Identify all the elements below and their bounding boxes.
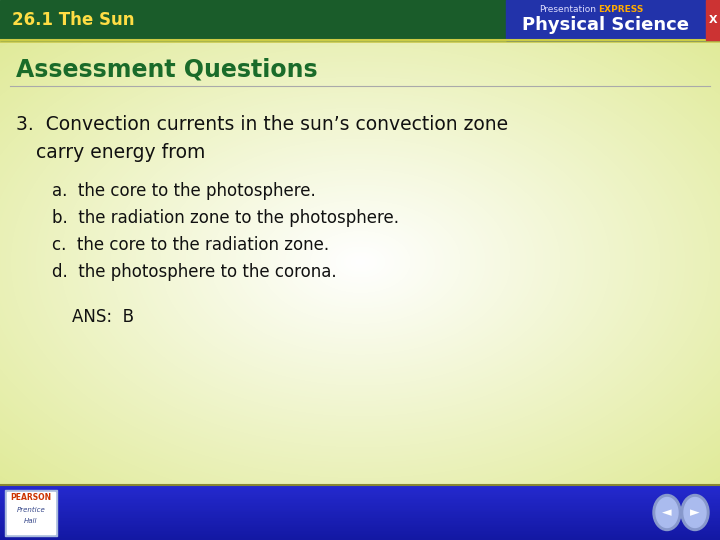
Bar [0,0,720,40]
Ellipse shape [656,497,678,528]
Bar [0,506,720,507]
Text: Hall: Hall [24,518,37,524]
Bar [0,507,720,508]
Bar [0,502,720,503]
Bar [0,521,720,522]
Text: Assessment Questions: Assessment Questions [16,58,318,82]
Text: Prentice: Prentice [17,507,45,513]
Bar [0,528,720,529]
Bar [0,516,720,517]
Bar [0,523,720,524]
Bar [0,487,720,488]
Bar [0,492,720,493]
Bar [0,486,720,487]
Bar [0,520,720,521]
Bar [0,530,720,531]
Bar [0,490,720,491]
Bar [0,509,720,510]
Text: X: X [708,15,717,25]
Bar [0,515,720,516]
Text: c.  the core to the radiation zone.: c. the core to the radiation zone. [52,236,329,254]
Bar [0,511,720,512]
Bar [0,485,720,540]
Bar [0,532,720,533]
Bar [0,491,720,492]
Bar [0,514,720,515]
Bar [0,503,720,504]
Bar [0,535,720,536]
Bar [0,525,720,526]
Bar [0,536,720,537]
Bar [0,498,720,499]
Ellipse shape [681,495,709,530]
Bar [0,539,720,540]
Bar [0,488,720,489]
Text: 26.1 The Sun: 26.1 The Sun [12,11,135,29]
Bar [706,0,720,40]
Bar [0,497,720,498]
Bar [5,490,57,536]
Bar [0,501,720,502]
Text: ►: ► [690,506,700,519]
Text: d.  the photosphere to the corona.: d. the photosphere to the corona. [52,263,337,281]
Bar [0,526,720,527]
Bar [0,499,720,500]
Text: Presentation: Presentation [539,4,596,14]
Bar [0,496,720,497]
Text: EXPRESS: EXPRESS [598,4,644,14]
Bar [0,510,720,511]
Text: Physical Science: Physical Science [523,16,690,34]
Bar [0,504,720,505]
Bar [0,517,720,518]
Bar [0,531,720,532]
Bar [0,527,720,528]
Bar [0,519,720,520]
Bar [0,505,720,506]
Ellipse shape [684,497,706,528]
Bar [506,0,706,40]
Bar [0,500,720,501]
Text: ANS:  B: ANS: B [72,308,134,326]
Text: b.  the radiation zone to the photosphere.: b. the radiation zone to the photosphere… [52,209,399,227]
Bar [0,493,720,494]
Bar [0,512,720,513]
Bar [0,489,720,490]
Bar [0,518,720,519]
Text: 3.  Convection currents in the sun’s convection zone: 3. Convection currents in the sun’s conv… [16,116,508,134]
Bar [0,494,720,495]
Bar [0,485,720,486]
Bar [0,529,720,530]
Text: PEARSON: PEARSON [10,494,52,503]
Text: a.  the core to the photosphere.: a. the core to the photosphere. [52,182,316,200]
Bar [0,508,720,509]
Text: carry energy from: carry energy from [36,144,205,163]
Bar [0,513,720,514]
Ellipse shape [653,495,681,530]
Text: ◄: ◄ [662,506,672,519]
Bar [0,524,720,525]
Bar [0,534,720,535]
Bar [7,492,55,534]
Bar [0,538,720,539]
Bar [0,495,720,496]
Bar [0,537,720,538]
Bar [0,533,720,534]
Bar [0,522,720,523]
